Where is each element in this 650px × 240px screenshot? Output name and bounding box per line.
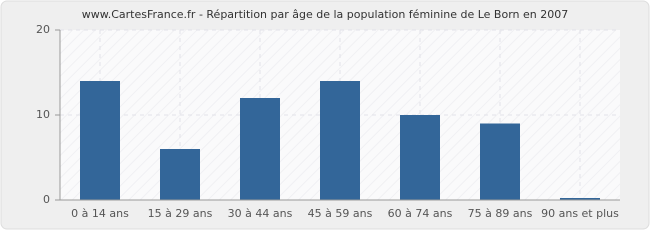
page: {"chart_data": {"type": "bar", "title": …: [0, 0, 650, 230]
x-tick-label: 90 ans et plus: [541, 207, 619, 220]
bar: [400, 115, 440, 200]
bar: [240, 98, 280, 200]
y-tick-label: 20: [36, 23, 50, 36]
x-tick-label: 60 à 74 ans: [388, 207, 453, 220]
x-tick-label: 30 à 44 ans: [228, 207, 293, 220]
y-tick-label: 10: [36, 108, 50, 121]
bar: [480, 123, 520, 200]
x-tick-label: 45 à 59 ans: [308, 207, 373, 220]
y-tick-label: 0: [43, 193, 50, 206]
bar: [560, 198, 600, 200]
bar: [320, 81, 360, 200]
bar: [160, 149, 200, 200]
chart-title: www.CartesFrance.fr - Répartition par âg…: [82, 8, 569, 21]
x-tick-label: 75 à 89 ans: [468, 207, 533, 220]
x-tick-label: 15 à 29 ans: [148, 207, 213, 220]
chart: www.CartesFrance.fr - Répartition par âg…: [0, 0, 650, 230]
x-tick-label: 0 à 14 ans: [71, 207, 129, 220]
bar: [80, 81, 120, 200]
